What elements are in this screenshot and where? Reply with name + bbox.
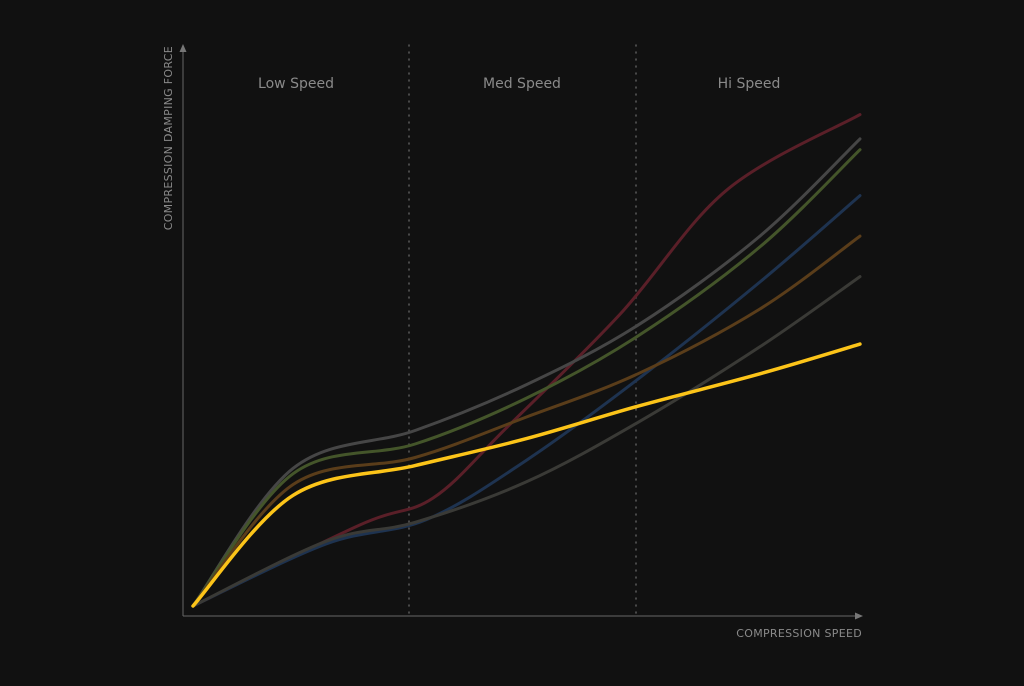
series-line-highlight [191, 342, 862, 608]
series-group [191, 113, 862, 608]
series-line-3 [191, 148, 862, 608]
axes [179, 44, 863, 620]
series-line-4 [191, 194, 862, 608]
series-line-2 [191, 137, 862, 608]
series-line-5 [191, 234, 862, 608]
zone-dividers [408, 44, 637, 616]
y-axis-arrow [179, 44, 187, 52]
y-axis-label: COMPRESSION DAMPING FORCE [162, 46, 175, 230]
zone-label-med: Med Speed [483, 76, 561, 92]
series-line-1 [191, 113, 862, 608]
x-axis-label: COMPRESSION SPEED [736, 627, 862, 640]
series-line-6 [191, 275, 862, 608]
x-axis-arrow [855, 612, 863, 620]
zone-label-hi: Hi Speed [718, 76, 781, 92]
zone-label-low: Low Speed [258, 76, 334, 92]
